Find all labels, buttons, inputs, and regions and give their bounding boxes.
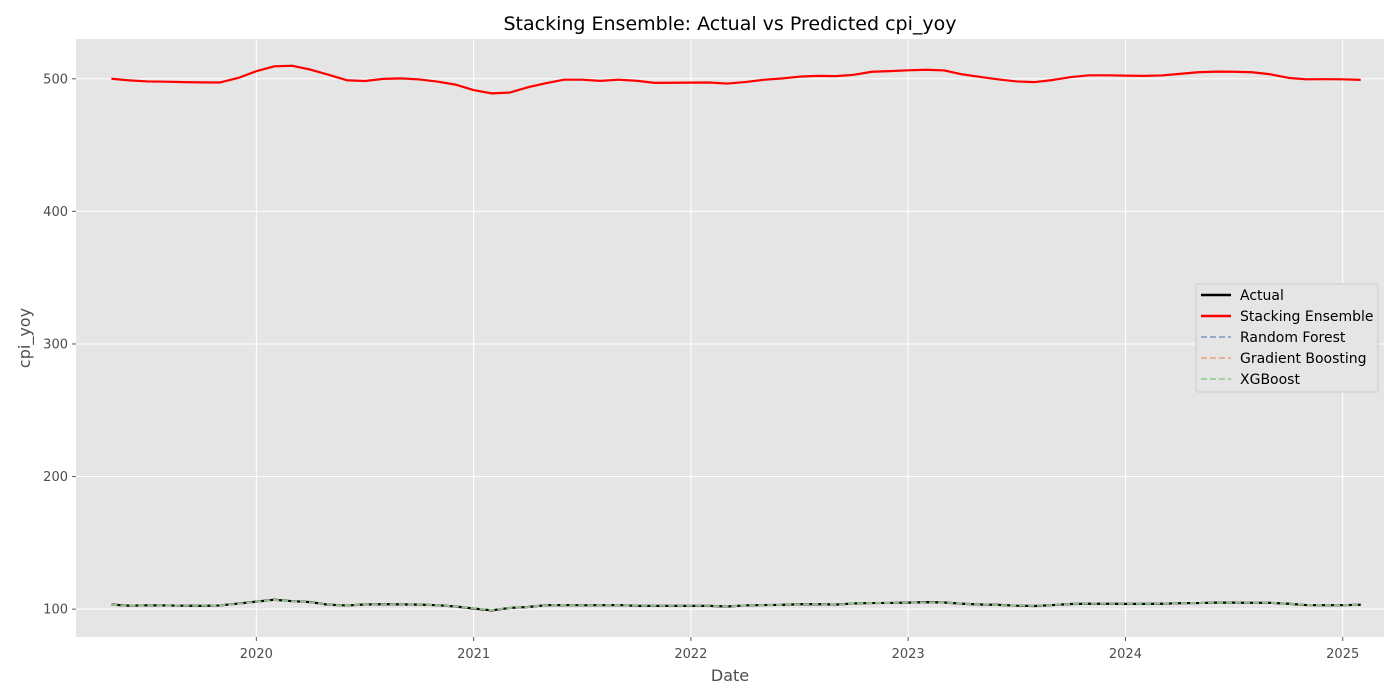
legend-label-actual: Actual — [1240, 288, 1284, 304]
series-line-stacking-ensemble — [111, 64, 1361, 95]
legend: Actual Stacking Ensemble Random Forest Grad… — [1195, 283, 1379, 393]
legend-label-gradient-boosting: Gradient Boosting — [1240, 351, 1367, 367]
legend-label-random-forest: Random Forest — [1240, 330, 1346, 346]
legend-label-stacking-ensemble: Stacking Ensemble — [1240, 309, 1374, 325]
y-axis-ticks: 100 200 300 400 500 — [43, 72, 76, 618]
y-tick-label: 400 — [43, 205, 68, 220]
x-axis-ticks: 2020 2021 2022 2023 2024 2025 — [240, 637, 1359, 662]
x-tick-label: 2022 — [674, 647, 707, 662]
y-axis-label: cpi_yoy — [15, 308, 35, 368]
chart-title: Stacking Ensemble: Actual vs Predicted c… — [503, 13, 956, 35]
y-tick-label: 200 — [43, 470, 68, 485]
legend-box — [1195, 283, 1379, 393]
plot-area — [76, 39, 1384, 637]
y-tick-label: 300 — [43, 337, 68, 352]
series-line-xgboost — [111, 598, 1361, 611]
x-tick-label: 2025 — [1326, 647, 1359, 662]
x-axis-label: Date — [711, 666, 749, 685]
series-layer — [111, 64, 1361, 612]
y-tick-label: 500 — [43, 72, 68, 87]
x-tick-label: 2021 — [457, 647, 490, 662]
x-tick-label: 2024 — [1109, 647, 1142, 662]
legend-label-xgboost: XGBoost — [1240, 372, 1300, 388]
x-tick-label: 2020 — [240, 647, 273, 662]
x-tick-label: 2023 — [892, 647, 925, 662]
y-tick-label: 100 — [43, 603, 68, 618]
